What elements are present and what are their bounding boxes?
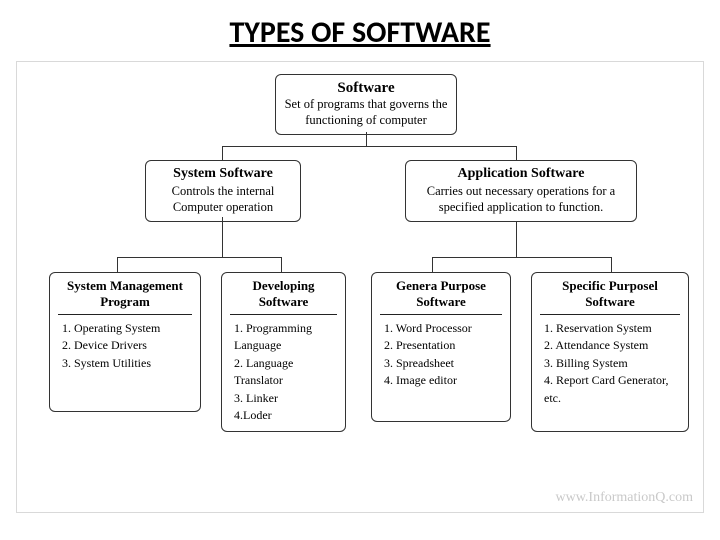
sys-mgmt-items: 1. Operating System 2. Device Drivers 3.…	[58, 320, 192, 372]
connector	[516, 222, 517, 257]
sys-mgmt-title: System Management Program	[58, 278, 192, 310]
system-title: System Software	[154, 166, 292, 182]
application-subtitle: Carries out necessary operations for a s…	[414, 182, 628, 215]
connector	[222, 146, 517, 147]
spec-purpose-title: Specific Purposel Software	[540, 278, 680, 310]
connector	[366, 132, 367, 146]
application-title: Application Software	[414, 166, 628, 182]
connector	[281, 257, 282, 272]
connector	[222, 146, 223, 160]
divider	[58, 314, 192, 315]
dev-sw-items: 1. Programming Language 2. Language Tran…	[230, 320, 337, 424]
divider	[380, 314, 502, 315]
gen-purpose-title: Genera Purpose Software	[380, 278, 502, 310]
connector	[117, 257, 118, 272]
connector	[117, 257, 282, 258]
diagram-frame: Software Set of programs that governs th…	[16, 61, 704, 513]
root-subtitle: Set of programs that governs the functio…	[284, 97, 448, 128]
connector	[516, 146, 517, 160]
node-specific-purpose: Specific Purposel Software 1. Reservatio…	[531, 272, 689, 432]
dev-sw-title: Developing Software	[230, 278, 337, 310]
node-system-management: System Management Program 1. Operating S…	[49, 272, 201, 412]
connector	[222, 217, 223, 257]
node-developing-software: Developing Software 1. Programming Langu…	[221, 272, 346, 432]
spec-purpose-items: 1. Reservation System 2. Attendance Syst…	[540, 320, 680, 407]
page-title: TYPES OF SOFTWARE	[0, 0, 720, 61]
gen-purpose-items: 1. Word Processor 2. Presentation 3. Spr…	[380, 320, 502, 390]
node-root: Software Set of programs that governs th…	[275, 74, 457, 135]
divider	[230, 314, 337, 315]
connector	[432, 257, 433, 272]
credit-text: www.InformationQ.com	[555, 490, 693, 506]
root-title: Software	[284, 80, 448, 97]
system-subtitle: Controls the internal Computer operation	[154, 182, 292, 215]
connector	[432, 257, 612, 258]
node-general-purpose: Genera Purpose Software 1. Word Processo…	[371, 272, 511, 422]
connector	[611, 257, 612, 272]
node-system-software: System Software Controls the internal Co…	[145, 160, 301, 222]
divider	[540, 314, 680, 315]
node-application-software: Application Software Carries out necessa…	[405, 160, 637, 222]
